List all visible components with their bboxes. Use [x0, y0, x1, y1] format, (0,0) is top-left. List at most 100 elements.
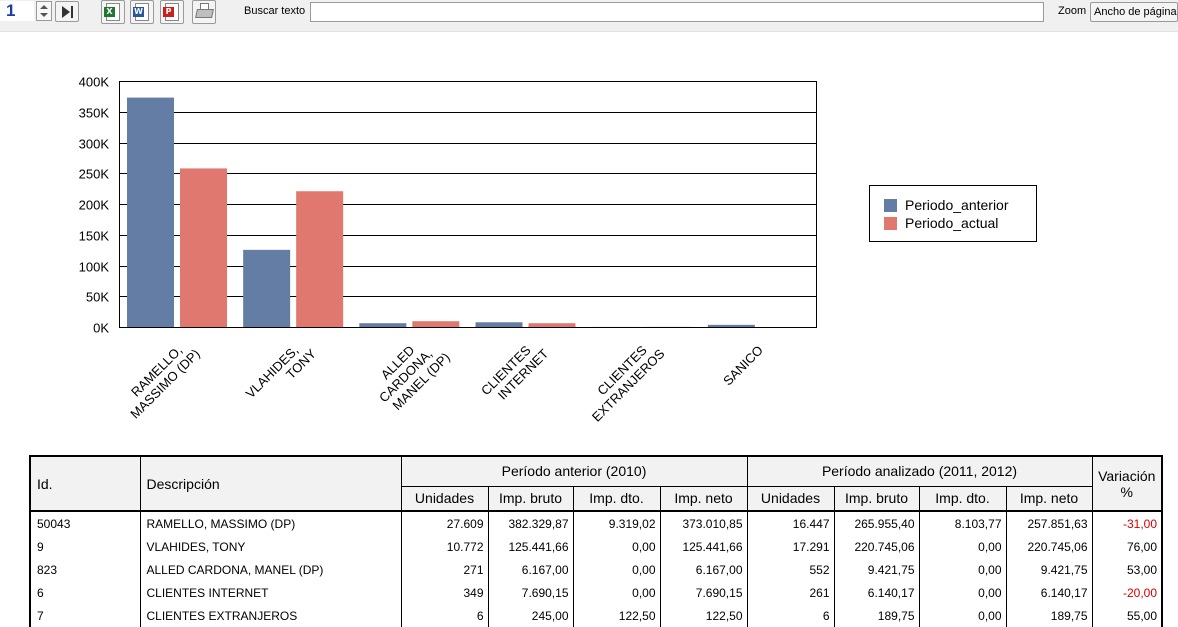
print-button[interactable]: [192, 0, 216, 24]
chart-legend: Periodo_anterior Periodo_actual: [869, 185, 1037, 242]
cell-imp-neto-anterior: 7.690,15: [660, 581, 747, 604]
pdf-icon: P: [163, 7, 174, 17]
bar-periodo-anterior: [476, 322, 523, 327]
cell-imp-bruto-actual: 6.140,17: [834, 581, 919, 604]
x-tick-label: CLIENTESEXTRANJEROS: [578, 335, 667, 424]
col-header-unidades: Unidades: [747, 486, 834, 511]
cell-imp-bruto-actual: 9.421,75: [834, 558, 919, 581]
page-spin-icon[interactable]: [36, 1, 52, 21]
report-toolbar: 1 X W P Buscar texto Zoom Ancho de págin…: [0, 0, 1178, 32]
cell-imp-bruto-actual: 265.955,40: [834, 511, 919, 535]
cell-variacion: -31,00: [1092, 511, 1162, 535]
y-tick-label: 300K: [79, 137, 110, 152]
cell-imp-dto-anterior: 0,00: [573, 535, 660, 558]
bar-periodo-anterior: [127, 98, 174, 327]
y-tick-label: 50K: [86, 290, 109, 305]
page-number-field[interactable]: 1: [0, 1, 34, 21]
col-header-id: Id.: [30, 456, 140, 511]
cell-variacion: 53,00: [1092, 558, 1162, 581]
cell-descripcion: VLAHIDES, TONY: [140, 535, 401, 558]
cell-imp-neto-actual: 6.140,17: [1006, 581, 1092, 604]
cell-unidades-anterior: 349: [401, 581, 488, 604]
excel-icon: X: [104, 7, 115, 17]
cell-id: 6: [30, 581, 140, 604]
y-tick-label: 100K: [79, 260, 110, 275]
legend-label: Periodo_anterior: [905, 197, 1009, 213]
col-header-imp-neto: Imp. neto: [660, 486, 747, 511]
printer-icon: [195, 9, 214, 18]
cell-imp-dto-actual: 0,00: [919, 581, 1006, 604]
search-input[interactable]: [310, 2, 1044, 22]
bar-periodo-anterior: [708, 325, 755, 327]
cell-imp-neto-anterior: 125.441,66: [660, 535, 747, 558]
legend-item-periodo-actual: Periodo_actual: [884, 214, 998, 232]
x-tick-label: ALLEDCARDONA,MANEL (DP): [365, 328, 452, 415]
legend-swatch: [884, 199, 897, 212]
y-tick-label: 350K: [79, 106, 110, 121]
y-tick-label: 150K: [79, 229, 110, 244]
col-header-descripcion: Descripción: [140, 456, 401, 511]
bar-periodo-actual: [296, 191, 343, 327]
col-group-periodo-anterior: Período anterior (2010): [401, 456, 747, 486]
cell-imp-dto-actual: 0,00: [919, 558, 1006, 581]
export-excel-button[interactable]: X: [101, 0, 125, 24]
x-tick-label: VLAHIDES,TONY: [243, 335, 320, 412]
cell-unidades-anterior: 27.609: [401, 511, 488, 535]
cell-unidades-actual: 261: [747, 581, 834, 604]
cell-unidades-actual: 552: [747, 558, 834, 581]
last-page-button[interactable]: [55, 1, 79, 22]
last-page-icon: [62, 6, 70, 18]
cell-imp-dto-actual: 0,00: [919, 535, 1006, 558]
cell-imp-neto-actual: 257.851,63: [1006, 511, 1092, 535]
zoom-select[interactable]: Ancho de página: [1090, 2, 1178, 22]
legend-item-periodo-anterior: Periodo_anterior: [884, 196, 1009, 214]
col-header-unidades: Unidades: [401, 486, 488, 511]
cell-unidades-anterior: 271: [401, 558, 488, 581]
cell-imp-bruto-anterior: 7.690,15: [488, 581, 573, 604]
x-tick-label: SANICO: [720, 343, 766, 389]
col-header-imp-bruto: Imp. bruto: [834, 486, 919, 511]
cell-imp-bruto-anterior: 6.167,00: [488, 558, 573, 581]
col-header-imp-bruto: Imp. bruto: [488, 486, 573, 511]
zoom-label: Zoom: [1058, 5, 1086, 17]
y-tick-label: 0K: [93, 321, 109, 336]
cell-descripcion: ALLED CARDONA, MANEL (DP): [140, 558, 401, 581]
legend-swatch: [884, 217, 897, 230]
bar-periodo-actual: [529, 323, 576, 327]
col-header-variacion: Variación %: [1092, 456, 1162, 511]
x-tick-label: CLIENTESINTERNET: [478, 335, 551, 408]
bar-chart: 0K50K100K150K200K250K300K350K400KRAMELLO…: [0, 40, 1178, 450]
cell-imp-dto-anterior: 9.319,02: [573, 511, 660, 535]
cell-imp-neto-actual: 9.421,75: [1006, 558, 1092, 581]
cell-imp-dto-actual: 8.103,77: [919, 511, 1006, 535]
col-header-imp-dto: Imp. dto.: [919, 486, 1006, 511]
cell-imp-neto-anterior: 6.167,00: [660, 558, 747, 581]
cell-descripcion: CLIENTES INTERNET: [140, 581, 401, 604]
bar-periodo-anterior: [359, 323, 406, 327]
cell-imp-neto-anterior: 373.010,85: [660, 511, 747, 535]
legend-label: Periodo_actual: [905, 215, 998, 231]
word-icon: W: [133, 7, 144, 17]
cell-unidades-anterior: 10.772: [401, 535, 488, 558]
cell-imp-neto-actual: 220.745,06: [1006, 535, 1092, 558]
export-word-button[interactable]: W: [130, 0, 154, 24]
cell-imp-bruto-anterior: 125.441,66: [488, 535, 573, 558]
export-pdf-button[interactable]: P: [160, 0, 184, 24]
cell-descripcion: RAMELLO, MASSIMO (DP): [140, 511, 401, 535]
cell-unidades-actual: 16.447: [747, 511, 834, 535]
y-tick-label: 400K: [79, 75, 110, 90]
cell-id: 823: [30, 558, 140, 581]
bar-periodo-actual: [180, 168, 227, 327]
cell-variacion: -20,00: [1092, 581, 1162, 604]
bar-periodo-anterior: [243, 250, 290, 327]
cell-id: 50043: [30, 511, 140, 535]
cell-imp-bruto-anterior: 382.329,87: [488, 511, 573, 535]
y-tick-label: 200K: [79, 198, 110, 213]
data-table: Id. Descripción Período anterior (2010) …: [29, 455, 1163, 627]
bar-periodo-actual: [412, 321, 459, 327]
cell-imp-dto-anterior: 0,00: [573, 558, 660, 581]
